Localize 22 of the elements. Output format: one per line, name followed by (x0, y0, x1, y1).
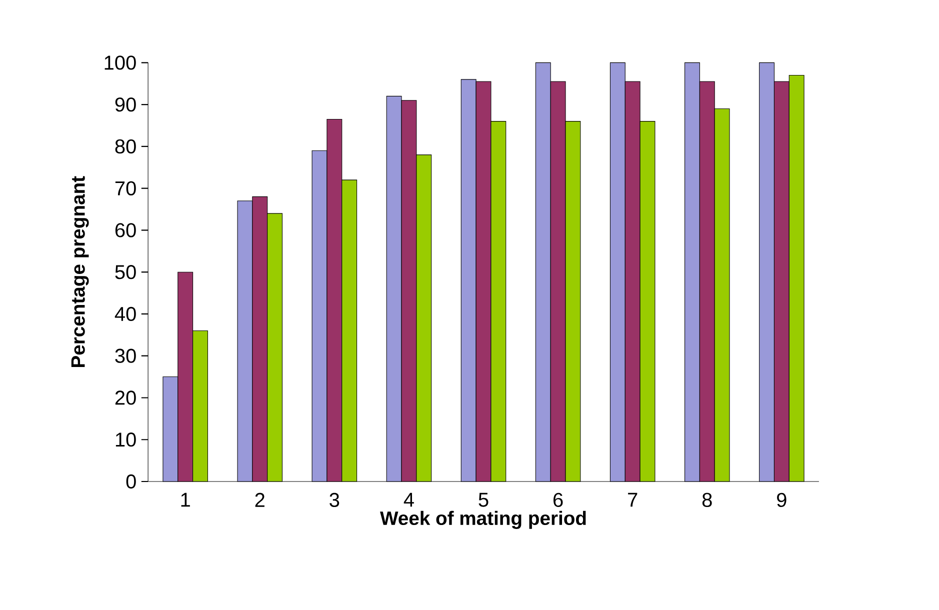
x-tick-label: 9 (777, 493, 786, 508)
x-tick-label: 2 (255, 493, 264, 508)
x-tick-label: 1 (181, 493, 190, 507)
y-tick-label: 70 (115, 181, 136, 196)
y-tick-label: 80 (115, 140, 136, 154)
x-tick-label: 4 (404, 493, 414, 507)
y-tick-label: 100 (104, 56, 136, 70)
y-tick-label: 30 (115, 348, 136, 364)
x-tick-label: 6 (554, 493, 563, 508)
x-tick-label: 7 (628, 493, 638, 507)
x-tick-label: 8 (702, 493, 712, 508)
y-tick-label: 20 (115, 390, 136, 406)
x-tick-label: 3 (330, 493, 340, 508)
y-tick-label: 90 (115, 98, 136, 112)
y-tick-label: 10 (116, 432, 136, 447)
y-tick-label: 60 (115, 223, 136, 238)
y-tick-label: 0 (126, 474, 136, 489)
x-tick-label: 5 (478, 493, 488, 508)
y-tick-label: 40 (114, 307, 136, 322)
y-axis-title: Percentage pregnant (71, 176, 89, 368)
x-axis-title: Week of mating period (380, 511, 586, 530)
y-tick-label: 50 (115, 265, 136, 280)
